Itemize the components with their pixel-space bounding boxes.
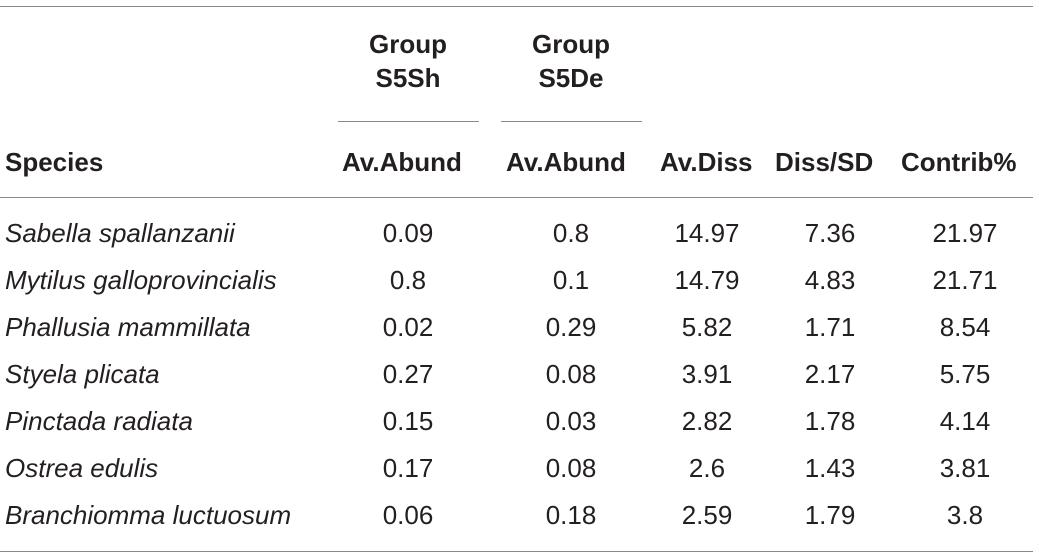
s5sh-av-abund: 0.09 xyxy=(382,218,434,248)
table-row: Phallusia mammillata 0.02 0.29 5.82 1.71… xyxy=(0,304,1039,351)
contrib-percent: 21.97 xyxy=(932,218,998,248)
diss-sd: 1.71 xyxy=(804,312,856,342)
diss-sd: 1.43 xyxy=(804,453,856,483)
table-bottom-rule xyxy=(0,551,1033,552)
s5de-av-abund: 0.8 xyxy=(552,218,590,248)
header-bottom-rule xyxy=(0,197,1033,198)
contrib-percent: 5.75 xyxy=(939,359,991,389)
species-name: Phallusia mammillata xyxy=(5,312,251,342)
s5sh-av-abund: 0.02 xyxy=(382,312,434,342)
diss-sd: 2.17 xyxy=(804,359,856,389)
s5sh-av-abund: 0.15 xyxy=(382,406,434,436)
s5de-av-abund: 0.1 xyxy=(552,265,590,295)
species-name: Ostrea edulis xyxy=(5,453,159,483)
s5sh-av-abund: 0.27 xyxy=(382,359,434,389)
group-header-s5sh: Group S5Sh xyxy=(308,27,508,95)
diss-sd: 7.36 xyxy=(804,218,856,248)
group-header-s5de: Group S5De xyxy=(471,27,671,95)
table-row: Mytilus galloprovincialis 0.8 0.1 14.79 … xyxy=(0,257,1039,304)
s5de-av-abund: 0.18 xyxy=(545,500,597,530)
av-diss: 14.79 xyxy=(674,265,740,295)
diss-sd: 1.78 xyxy=(804,406,856,436)
group-header-s5sh-line2: S5Sh xyxy=(375,63,441,93)
group-s5sh-underline xyxy=(338,121,479,122)
table-row: Branchiomma luctuosum 0.06 0.18 2.59 1.7… xyxy=(0,492,1039,539)
diss-sd: 4.83 xyxy=(804,265,856,295)
av-diss: 2.82 xyxy=(681,406,733,436)
av-diss: 3.91 xyxy=(681,359,733,389)
table-row: Ostrea edulis 0.17 0.08 2.6 1.43 3.81 xyxy=(0,445,1039,492)
s5de-av-abund: 0.29 xyxy=(545,312,597,342)
s5sh-av-abund: 0.06 xyxy=(382,500,434,530)
table-row: Sabella spallanzanii 0.09 0.8 14.97 7.36… xyxy=(0,210,1039,257)
av-diss: 14.97 xyxy=(674,218,740,248)
s5sh-av-abund: 0.17 xyxy=(382,453,434,483)
species-name: Styela plicata xyxy=(5,359,160,389)
contrib-percent: 3.81 xyxy=(939,453,991,483)
av-diss: 2.6 xyxy=(688,453,726,483)
group-header-s5sh-line1: Group xyxy=(369,29,447,59)
species-name: Sabella spallanzanii xyxy=(5,218,235,248)
column-header-species: Species xyxy=(5,147,104,177)
contrib-percent: 8.54 xyxy=(939,312,991,342)
column-header-av-diss: Av.Diss xyxy=(660,147,753,177)
s5sh-av-abund: 0.8 xyxy=(389,265,427,295)
av-diss: 5.82 xyxy=(681,312,733,342)
species-name: Branchiomma luctuosum xyxy=(5,500,292,530)
column-header-diss-sd: Diss/SD xyxy=(775,147,874,177)
contrib-percent: 4.14 xyxy=(939,406,991,436)
s5de-av-abund: 0.08 xyxy=(545,359,597,389)
table-row: Styela plicata 0.27 0.08 3.91 2.17 5.75 xyxy=(0,351,1039,398)
s5de-av-abund: 0.08 xyxy=(545,453,597,483)
species-name: Mytilus galloprovincialis xyxy=(5,265,277,295)
av-diss: 2.59 xyxy=(681,500,733,530)
table-row: Pinctada radiata 0.15 0.03 2.82 1.78 4.1… xyxy=(0,398,1039,445)
species-name: Pinctada radiata xyxy=(5,406,193,436)
contrib-percent: 3.8 xyxy=(946,500,984,530)
group-header-s5de-line1: Group xyxy=(532,29,610,59)
group-s5de-underline xyxy=(501,121,642,122)
s5de-av-abund: 0.03 xyxy=(545,406,597,436)
contrib-percent: 21.71 xyxy=(932,265,998,295)
column-header-contrib: Contrib% xyxy=(901,147,1017,177)
column-header-s5de-av-abund: Av.Abund xyxy=(506,147,626,177)
group-header-s5de-line2: S5De xyxy=(538,63,604,93)
table-top-rule xyxy=(0,6,1033,7)
diss-sd: 1.79 xyxy=(804,500,856,530)
column-header-s5sh-av-abund: Av.Abund xyxy=(342,147,462,177)
